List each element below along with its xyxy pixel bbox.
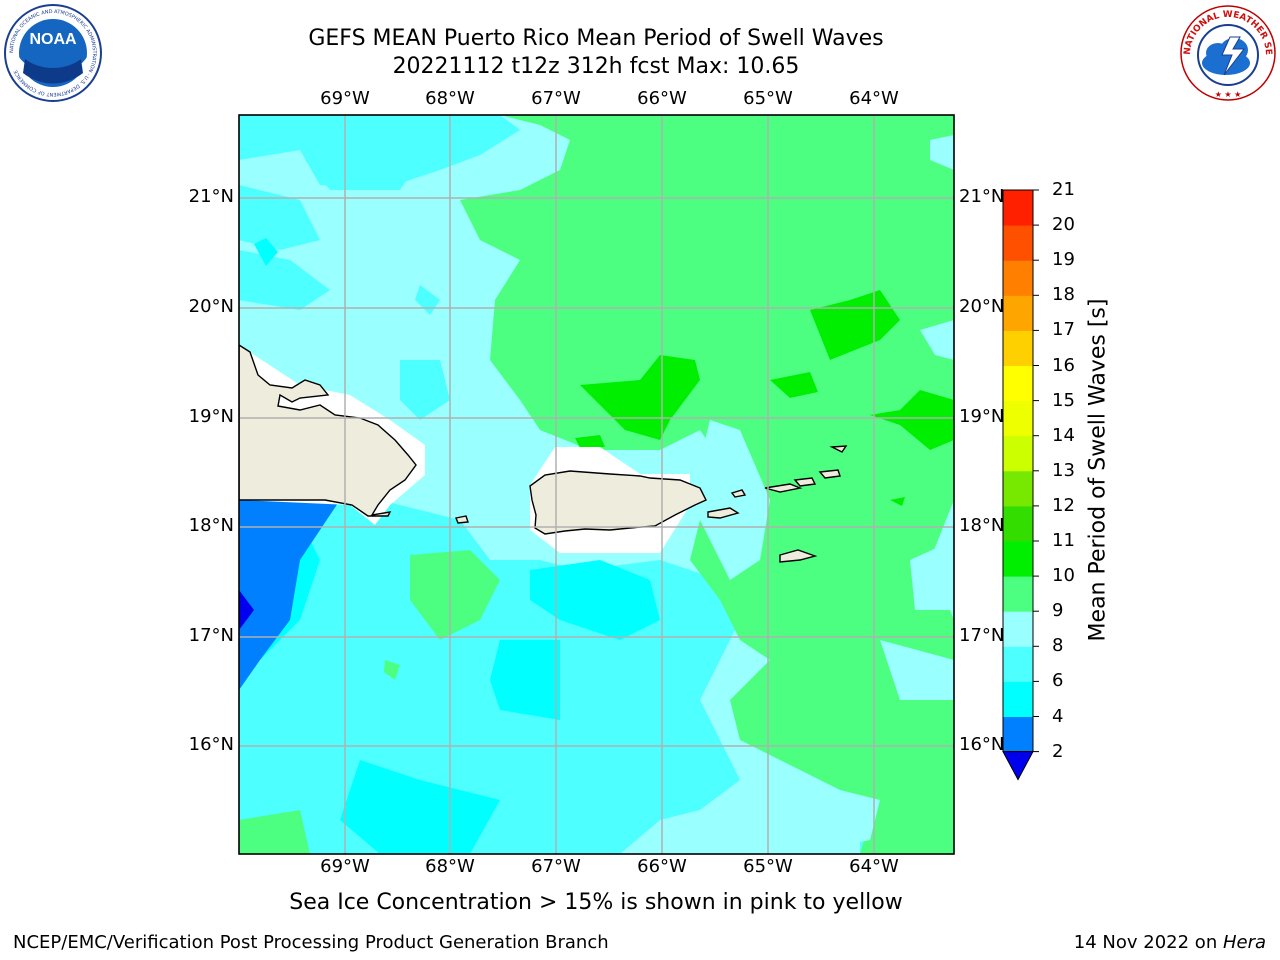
noaa-logo: NOAA NATIONAL OCEANIC AND ATMOSPHERIC AD… [4, 4, 102, 102]
map-subtitle: 20221112 t12z 312h fcst Max: 10.65 [392, 54, 800, 79]
lat-label-left: 18°N [188, 515, 234, 536]
lat-label-right: 18°N [959, 515, 1005, 536]
hispaniola-coast [239, 344, 417, 517]
colorbar-tick-label: 17 [1052, 319, 1075, 341]
colorbar-band [1003, 190, 1033, 226]
colorbar-extend-arrow [1002, 751, 1034, 781]
map-title: GEFS MEAN Puerto Rico Mean Period of Swe… [308, 26, 884, 51]
lon-label-top: 68°W [425, 88, 475, 109]
nws-logo: NATIONAL WEATHER SERVICE ★ ★ ★ [1178, 3, 1276, 101]
lon-label-top: 65°W [743, 88, 793, 109]
colorbar-tick-label: 11 [1052, 530, 1075, 551]
swell-contours-2-4 [239, 500, 340, 690]
colorbar-tick-label: 20 [1052, 214, 1075, 236]
lat-label-right: 19°N [959, 406, 1005, 427]
colorbar-band [1003, 330, 1033, 366]
lat-label-left: 21°N [188, 186, 234, 207]
svg-text:★ ★ ★: ★ ★ ★ [1215, 90, 1242, 99]
colorbar-band [1003, 400, 1033, 437]
footer-date: 14 Nov 2022 on Hera [1073, 932, 1266, 953]
colorbar-band [1003, 225, 1033, 261]
lat-label-right: 17°N [959, 625, 1005, 646]
colorbar-band [1003, 611, 1033, 647]
colorbar-tick-label: 21 [1052, 179, 1075, 200]
colorbar-band [1003, 541, 1033, 577]
lon-label-bottom: 64°W [849, 856, 899, 877]
colorbar-tick-label: 12 [1052, 494, 1075, 516]
swell-contours-9-10 [239, 115, 954, 854]
colorbar-title: Mean Period of Swell Waves [s] [1085, 298, 1111, 642]
colorbar-band [1003, 295, 1033, 331]
noaa-logo-text: NOAA [29, 31, 77, 48]
colorbar-tick-label: 8 [1052, 635, 1064, 657]
colorbar-band [1003, 681, 1033, 717]
lon-label-bottom: 68°W [425, 856, 475, 877]
graticule [239, 115, 954, 854]
swell-contours-below-2 [239, 590, 254, 630]
lon-label-bottom: 65°W [743, 856, 793, 877]
colorbar-band [1003, 365, 1033, 402]
colorbar-tick-label: 4 [1052, 705, 1064, 727]
colorbar-band [1003, 576, 1033, 612]
lon-label-top: 67°W [531, 88, 581, 109]
lon-label-top: 69°W [320, 88, 370, 109]
lon-label-top: 64°W [849, 88, 899, 109]
lat-label-left: 19°N [188, 406, 234, 427]
colorbar-band [1003, 646, 1033, 682]
colorbar-tick-label: 2 [1052, 740, 1064, 762]
lat-label-left: 17°N [188, 625, 234, 646]
lat-label-left: 16°N [188, 734, 234, 755]
lat-label-right: 20°N [959, 296, 1005, 317]
coastlines [239, 344, 848, 563]
colorbar-tick-label: 16 [1052, 354, 1075, 376]
lon-label-bottom: 69°W [320, 856, 370, 877]
sea-ice-note: Sea Ice Concentration > 15% is shown in … [289, 890, 903, 915]
lat-label-left: 20°N [188, 296, 234, 317]
colorbar-band [1003, 435, 1033, 472]
colorbar-tick-label: 10 [1052, 565, 1075, 587]
colorbar-tick-label: 18 [1052, 284, 1075, 306]
lat-label-right: 16°N [959, 734, 1005, 755]
lat-label-right: 21°N [959, 186, 1005, 207]
colorbar-band [1003, 505, 1033, 542]
colorbar-band [1003, 470, 1033, 507]
colorbar-tick-label: 19 [1052, 249, 1075, 271]
colorbar-band [1003, 260, 1033, 296]
lon-label-bottom: 67°W [531, 856, 581, 877]
colorbar [1002, 189, 1039, 781]
colorbar-band [1003, 716, 1033, 753]
map-frame [238, 114, 955, 855]
footer-host: Hera [1222, 932, 1266, 953]
swell-contours-8-9-inner [700, 135, 954, 854]
footer-branch: NCEP/EMC/Verification Post Processing Pr… [13, 932, 609, 953]
colorbar-tick-label: 13 [1052, 459, 1075, 481]
colorbar-tick-label: 6 [1052, 670, 1064, 692]
colorbar-tick-label: 9 [1052, 600, 1064, 622]
lon-label-bottom: 66°W [637, 856, 687, 877]
colorbar-tick-label: 15 [1052, 389, 1075, 411]
colorbar-tick-label: 14 [1052, 424, 1075, 446]
lon-label-top: 66°W [637, 88, 687, 109]
